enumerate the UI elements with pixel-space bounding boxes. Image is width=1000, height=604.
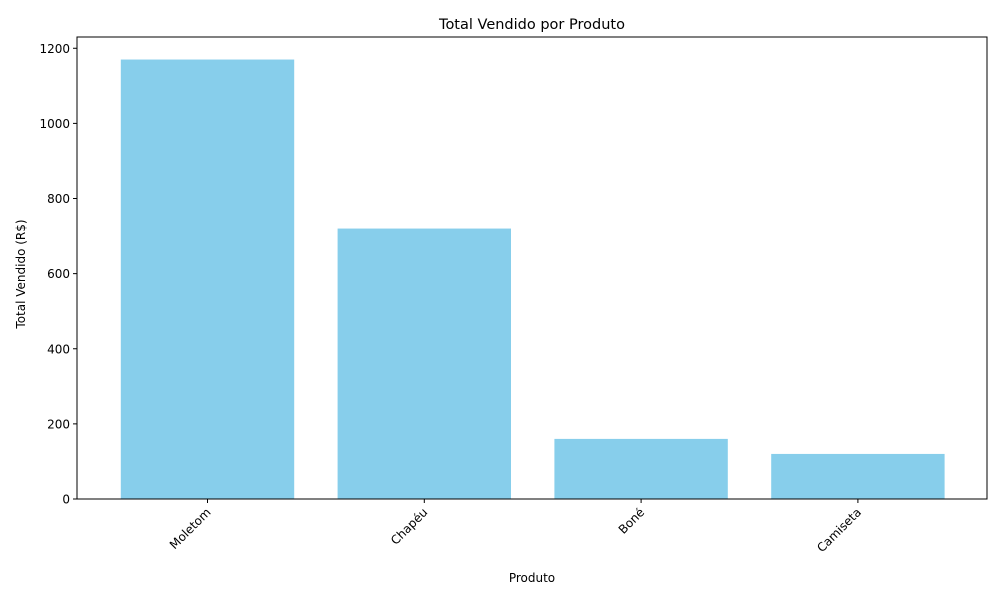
x-axis-ticks: Moletom Chapéu Boné Camiseta <box>167 499 864 555</box>
x-tick-label-chapéu: Chapéu <box>388 505 430 547</box>
y-tick-label: 800 <box>47 192 70 206</box>
bar-camiseta <box>771 453 945 499</box>
y-tick-label: 200 <box>47 417 70 431</box>
x-tick-label-camiseta: Camiseta <box>814 505 864 555</box>
x-tick-label-moletom: Moletom <box>167 505 214 552</box>
chart-title: Total Vendido por Produto <box>438 17 625 33</box>
y-tick-label: 600 <box>47 267 70 281</box>
bar-chapéu <box>337 228 511 499</box>
y-axis-label: Total Vendido (R$) <box>14 219 28 329</box>
plot-frame <box>76 36 988 500</box>
y-tick-label: 400 <box>47 342 70 356</box>
axes-layer <box>76 36 988 500</box>
y-tick-label: 0 <box>62 493 70 507</box>
bars-layer <box>120 59 945 499</box>
x-tick-label-boné: Boné <box>616 505 648 537</box>
bar-boné <box>554 438 728 499</box>
y-axis-ticks: 0 200 400 600 800 1000 1200 <box>39 42 77 507</box>
y-tick-label: 1200 <box>39 42 70 56</box>
bar-moletom <box>120 59 295 499</box>
x-axis-label: Produto <box>509 571 555 585</box>
y-tick-label: 1000 <box>39 117 70 131</box>
